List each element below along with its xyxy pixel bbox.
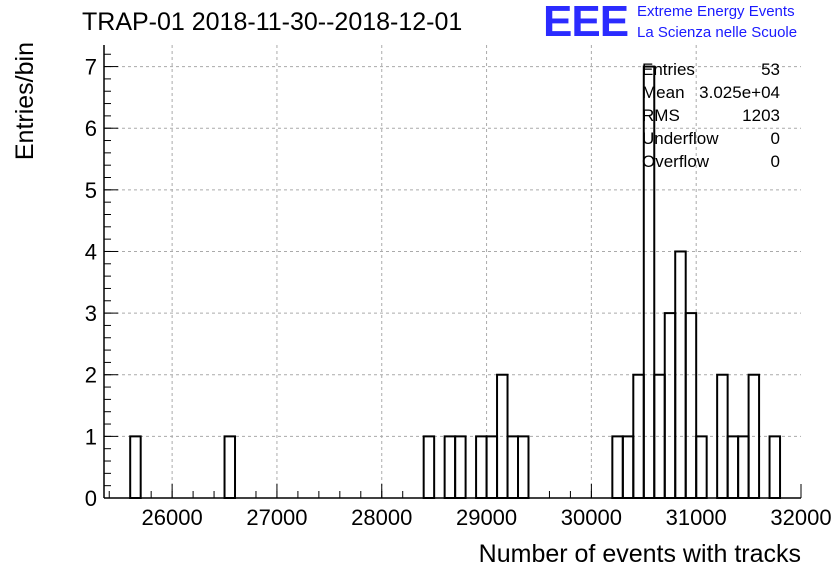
stat-rms-label: RMS	[642, 106, 680, 125]
histogram-bin	[443, 435, 457, 499]
histogram-bin	[726, 435, 740, 499]
x-tick-label: 32000	[770, 505, 831, 530]
stat-mean: Mean 3.025e+04	[642, 83, 780, 106]
stats-box: Entries 53 Mean 3.025e+04 RMS 1203 Under…	[642, 60, 780, 175]
stat-entries-value: 53	[761, 60, 780, 79]
histogram-bin	[422, 435, 436, 499]
chart-title: TRAP-01 2018-11-30--2018-12-01	[82, 8, 463, 36]
stat-mean-value: 3.025e+04	[699, 83, 780, 102]
stat-entries: Entries 53	[642, 60, 780, 83]
y-tick-label: 2	[85, 363, 97, 388]
histogram-bin	[684, 312, 698, 500]
y-tick-label: 6	[85, 116, 97, 141]
y-tick-label: 4	[85, 239, 97, 264]
stat-underflow-value: 0	[770, 129, 780, 148]
stat-entries-label: Entries	[642, 60, 695, 79]
y-tick-label: 0	[85, 486, 97, 511]
histogram-bin	[768, 435, 782, 499]
stat-rms-value: 1203	[742, 106, 780, 125]
x-tick-label: 28000	[351, 505, 412, 530]
histogram-bin	[695, 435, 708, 499]
x-tick-label: 30000	[561, 505, 622, 530]
x-tick-label: 27000	[246, 505, 307, 530]
histogram-bin	[621, 435, 635, 499]
y-tick-label: 1	[85, 424, 97, 449]
y-axis-label: Entries/bin	[11, 42, 39, 160]
histogram-bin	[737, 435, 750, 499]
stat-overflow-label: Overflow	[642, 152, 710, 171]
histogram-bin	[129, 435, 142, 499]
histogram-bin	[611, 435, 624, 499]
histogram-bin	[663, 312, 677, 500]
y-tick-label: 5	[85, 178, 97, 203]
y-tick-label: 3	[85, 301, 97, 326]
logo-line-2: La Scienza nelle Scuole	[637, 24, 798, 41]
histogram-bin	[506, 435, 520, 499]
x-tick-label: 29000	[456, 505, 517, 530]
eee-logo: EEE	[543, 0, 629, 46]
x-tick-label: 26000	[142, 505, 203, 530]
histogram-bin	[517, 435, 530, 499]
histogram-bin	[454, 435, 467, 499]
stat-overflow: Overflow 0	[642, 152, 780, 175]
stat-overflow-value: 0	[770, 152, 780, 171]
histogram-bin	[223, 435, 237, 499]
stat-underflow: Underflow 0	[642, 129, 780, 152]
stat-rms: RMS 1203	[642, 106, 780, 129]
histogram-bin	[475, 435, 488, 499]
y-tick-label: 7	[85, 55, 97, 80]
stat-underflow-label: Underflow	[642, 129, 719, 148]
stat-mean-label: Mean	[642, 83, 685, 102]
x-axis-label: Number of events with tracks	[479, 540, 801, 568]
histogram-bin	[485, 435, 499, 499]
x-tick-label: 31000	[666, 505, 727, 530]
logo-line-1: Extreme Energy Events	[637, 3, 795, 20]
